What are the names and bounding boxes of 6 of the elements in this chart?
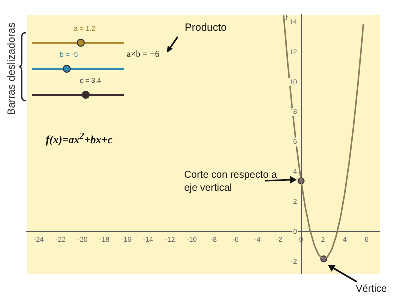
annotation: Producto: [185, 22, 228, 34]
text: Barras deslizadoras: [6, 22, 18, 118]
annotation: Corte con respecto a eje vertical: [184, 169, 278, 196]
annotation: f(x)=ax$^{2}$+bx+c: [46, 131, 113, 147]
text: Vértice: [356, 284, 388, 295]
annotation: a×b = −6: [127, 49, 160, 59]
